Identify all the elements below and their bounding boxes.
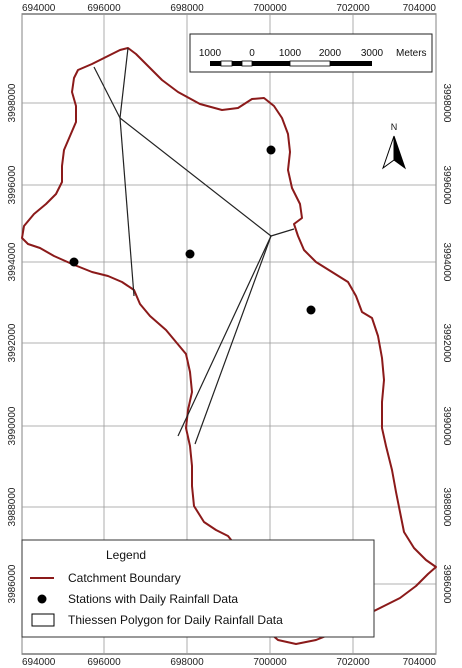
x-tick-top: 704000 [403,3,437,14]
y-tick-right: 3994000 [441,243,452,282]
scale-segment [241,60,253,67]
x-tick-bottom: 698000 [170,657,204,668]
y-tick-right: 3996000 [441,166,452,205]
scale-label: 0 [249,48,255,59]
scale-segment [252,61,290,66]
polygon-edge [177,235,272,437]
polygon-edge [119,117,272,237]
polygon-edge [194,235,272,445]
x-tick-top: 702000 [336,3,370,14]
station-point [306,305,316,315]
station-point [266,145,276,155]
x-tick-bottom: 704000 [403,657,437,668]
x-tick-bottom: 696000 [87,657,121,668]
y-ticks-right: 3998000 3996000 3994000 3992000 3990000 … [441,84,452,604]
y-tick-left: 3990000 [7,406,18,445]
scale-label: 1000 [279,48,302,59]
x-tick-top: 698000 [170,3,204,14]
x-ticks-bottom: 694000 696000 698000 700000 702000 70400… [22,657,436,668]
x-tick-top: 700000 [253,3,287,14]
polygon-edge [119,47,129,119]
y-tick-right: 3992000 [441,324,452,363]
legend-item-label: Stations with Daily Rainfall Data [68,592,238,606]
polygon-edge [270,228,295,237]
north-label: N [391,122,398,132]
scale-segment [289,60,331,67]
y-tick-left: 3996000 [7,165,18,204]
x-tick-top: 696000 [87,3,121,14]
y-tick-left: 3986000 [7,564,18,603]
north-arrow-right-half [393,135,406,170]
scale-segment [220,60,233,67]
scale-label: 2000 [319,48,342,59]
x-tick-bottom: 702000 [336,657,370,668]
legend-station-symbol [37,594,47,604]
scale-bar: 1000 0 1000 2000 3000 Meters [189,33,433,73]
y-tick-right: 3986000 [441,565,452,604]
rainfall-stations [69,145,316,315]
scale-segment [330,61,372,66]
x-ticks-top: 694000 696000 698000 700000 702000 70400… [22,3,436,14]
legend-polygon-symbol [31,613,55,627]
legend-item-label: Catchment Boundary [68,571,181,585]
legend-box [21,539,375,638]
x-tick-top: 694000 [22,3,56,14]
scale-segment [232,61,242,66]
y-ticks-left: 3998000 3996000 3994000 3992000 3990000 … [7,83,18,603]
y-tick-left: 3988000 [7,487,18,526]
scale-label: 3000 [361,48,384,59]
polygon-edge [93,66,121,119]
y-tick-left: 3998000 [7,83,18,122]
scale-segment [210,61,221,66]
y-tick-right: 3998000 [441,84,452,123]
legend-item-label: Thiessen Polygon for Daily Rainfall Data [68,613,283,627]
polygon-edge [119,117,135,297]
station-point [69,257,79,267]
y-tick-right: 3990000 [441,407,452,446]
legend-title: Legend [106,548,146,562]
y-tick-left: 3994000 [7,242,18,281]
x-tick-bottom: 694000 [22,657,56,668]
legend: Legend Catchment Boundary Stations with … [21,539,375,638]
scale-unit: Meters [396,48,427,59]
station-point [185,249,195,259]
x-tick-bottom: 700000 [253,657,287,668]
thiessen-polygons [93,47,295,445]
y-tick-right: 3988000 [441,488,452,527]
scale-label: 1000 [199,48,222,59]
y-tick-left: 3992000 [7,323,18,362]
north-arrow: N [382,122,406,170]
